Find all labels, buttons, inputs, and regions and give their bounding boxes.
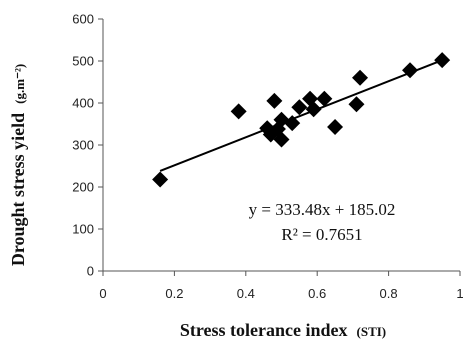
data-point	[434, 52, 451, 69]
axes	[98, 18, 461, 276]
x-tick-label: 0.4	[237, 286, 255, 301]
trendline-equation: y = 333.48x + 185.02	[249, 200, 396, 219]
data-point	[348, 96, 365, 113]
trendline	[159, 59, 443, 172]
data-points	[152, 52, 451, 188]
y-tick-label: 100	[72, 222, 94, 237]
x-tick-label: 0	[99, 286, 106, 301]
data-point	[316, 90, 333, 107]
y-tick-label: 0	[87, 264, 94, 279]
data-point	[266, 92, 283, 109]
data-point	[230, 103, 247, 120]
data-point	[327, 118, 344, 135]
data-point	[305, 101, 322, 118]
y-tick-label: 400	[72, 96, 94, 111]
y-axis-title-unit: (g.m⁻²)	[12, 64, 27, 104]
y-tick-label: 300	[72, 138, 94, 153]
x-tick-label: 0.8	[380, 286, 398, 301]
x-tick-label: 1	[456, 286, 463, 301]
trendline-line	[159, 59, 443, 172]
y-tick-labels: 0 100 200 300 400 500 600	[72, 12, 94, 279]
x-tick-label: 0.6	[308, 286, 326, 301]
data-point	[284, 115, 301, 132]
x-tick-label: 0.2	[165, 286, 183, 301]
y-tick-label: 200	[72, 180, 94, 195]
data-point	[273, 131, 290, 148]
r-squared-label: R² = 0.7651	[281, 225, 362, 244]
y-axis-title: Drought stress yield (g.m⁻²)	[8, 64, 28, 266]
data-point	[152, 171, 169, 188]
data-point	[352, 69, 369, 86]
data-point	[291, 99, 308, 116]
x-axis-title: Stress tolerance index (STI)	[180, 320, 386, 340]
x-tick-labels: 0 0.2 0.4 0.6 0.8 1	[99, 286, 463, 301]
x-axis-title-text: Stress tolerance index	[180, 320, 348, 340]
x-axis-title-unit: (STI)	[357, 324, 387, 339]
data-point	[402, 62, 419, 79]
y-tick-label: 500	[72, 54, 94, 69]
y-axis-title-text: Drought stress yield	[8, 113, 28, 266]
y-tick-label: 600	[72, 12, 94, 27]
